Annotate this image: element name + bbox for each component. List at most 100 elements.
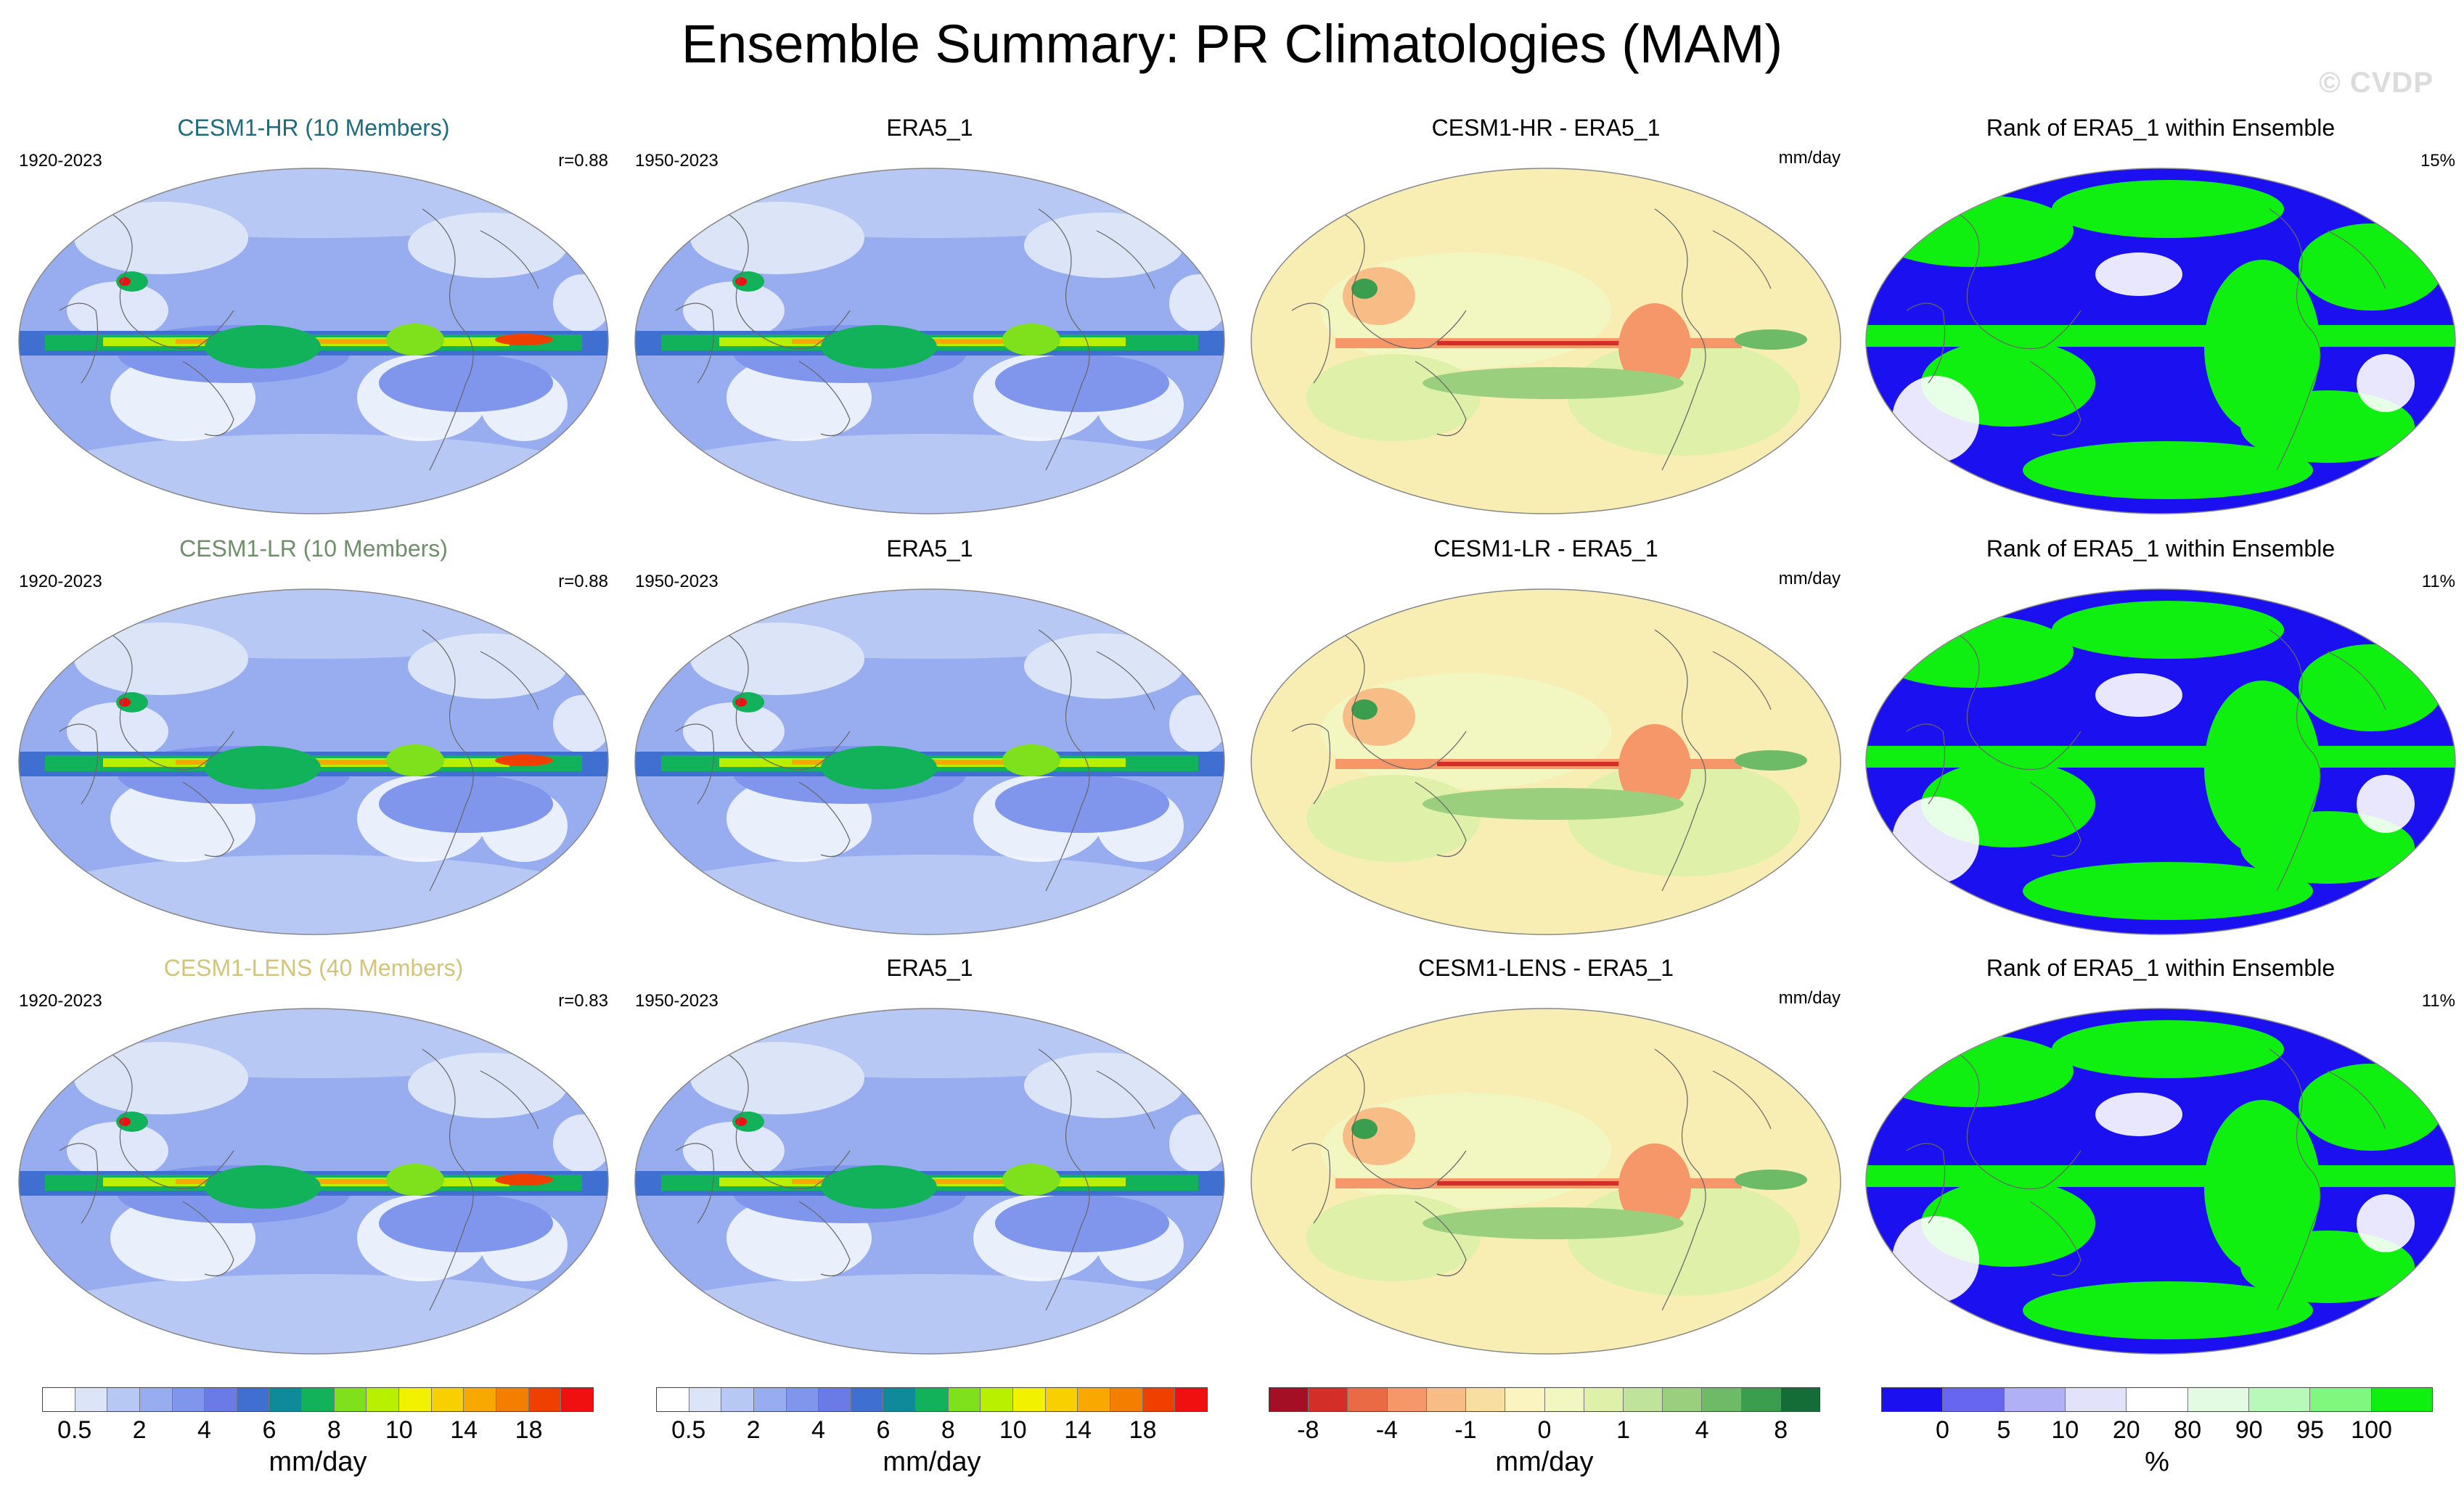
global-map xyxy=(1248,165,1843,517)
panel-diff-row2: CESM1-LR - ERA5_1 mm/day xyxy=(1238,535,1854,942)
units-label: mm/day xyxy=(1778,569,1841,588)
panel-title: CESM1-HR - ERA5_1 xyxy=(1431,115,1661,141)
colorbar-box xyxy=(302,1388,335,1411)
colorbar-tick-label: 4 xyxy=(197,1416,211,1444)
panel-title: Rank of ERA5_1 within Ensemble xyxy=(1986,955,2336,981)
colorbar-tick-label: 1 xyxy=(1616,1416,1631,1444)
colorbar-tick-label: 8 xyxy=(327,1416,341,1444)
colorbar-box xyxy=(139,1388,173,1411)
global-map xyxy=(1248,1006,1843,1357)
colorbar-tick-label: 8 xyxy=(1774,1416,1788,1444)
rank-percent: 11% xyxy=(2421,991,2455,1011)
rank-percent: 11% xyxy=(2421,572,2455,591)
colorbar-box xyxy=(1466,1388,1506,1411)
colorbar-tick-label: 0.5 xyxy=(671,1416,706,1444)
colorbar-box xyxy=(819,1388,851,1411)
colorbar-units: mm/day xyxy=(883,1447,981,1477)
colorbar-box xyxy=(1505,1388,1545,1411)
colorbar-box xyxy=(172,1388,205,1411)
colorbar-box xyxy=(1741,1388,1781,1411)
colorbar-tick-label: 0 xyxy=(1935,1416,1949,1444)
panel-title: CESM1-LENS - ERA5_1 xyxy=(1417,955,1674,981)
colorbar-box xyxy=(367,1388,400,1411)
panel-model-row1: CESM1-HR (10 Members) 1920-2023 r=0.88 xyxy=(6,115,621,521)
colorbar-tick-label: 0 xyxy=(1537,1416,1552,1444)
colorbar-box xyxy=(528,1388,562,1411)
colorbar-box xyxy=(269,1388,303,1411)
pattern-correlation: r=0.83 xyxy=(558,991,608,1011)
colorbar-tick-label: 14 xyxy=(1064,1416,1092,1444)
colorbar-box xyxy=(1142,1388,1176,1411)
colorbar-tick-label: 80 xyxy=(2174,1416,2202,1444)
colorbar-tick-label: 6 xyxy=(262,1416,277,1444)
colorbar-box xyxy=(561,1388,593,1411)
colorbar-box xyxy=(1013,1388,1046,1411)
panel-diff-row3: CESM1-LENS - ERA5_1 mm/day xyxy=(1238,955,1854,1361)
colorbar-box xyxy=(753,1388,787,1411)
global-map xyxy=(1863,165,2458,517)
colorbar-box xyxy=(2004,1388,2066,1411)
colorbar-tick-label: 18 xyxy=(1129,1416,1157,1444)
global-map xyxy=(1863,1006,2458,1357)
precip-colorbar-left: 0.5 2 4 6 8 10 14 18 mm/day xyxy=(42,1387,594,1482)
panel-title: CESM1-LENS (40 Members) xyxy=(163,955,464,981)
panel-title: Rank of ERA5_1 within Ensemble xyxy=(1986,535,2336,562)
global-map xyxy=(632,1006,1227,1357)
year-range: 1920-2023 xyxy=(19,991,102,1011)
colorbar-box xyxy=(1309,1388,1348,1411)
precip-colorbar-right: 0.5 2 4 6 8 10 14 18 mm/day xyxy=(656,1387,1208,1482)
colorbar-box xyxy=(2065,1388,2127,1411)
colorbar-box xyxy=(916,1388,949,1411)
global-map xyxy=(632,586,1227,938)
colorbar-box xyxy=(1882,1388,1944,1411)
colorbar-box xyxy=(2187,1388,2249,1411)
panel-obs-row1: ERA5_1 1950-2023 xyxy=(622,115,1237,521)
colorbar-tick-label: 6 xyxy=(876,1416,891,1444)
year-range: 1950-2023 xyxy=(635,151,719,171)
colorbar-box xyxy=(1078,1388,1110,1411)
panel-title: CESM1-HR (10 Members) xyxy=(177,115,450,141)
colorbar-box xyxy=(1110,1388,1143,1411)
colorbar-box xyxy=(689,1388,722,1411)
colorbar-box xyxy=(464,1388,496,1411)
colorbar-box xyxy=(721,1388,754,1411)
colorbar-box xyxy=(2248,1388,2311,1411)
colorbar-box xyxy=(43,1388,75,1411)
panel-title: ERA5_1 xyxy=(886,535,973,562)
panel-rank-row3: Rank of ERA5_1 within Ensemble 11% xyxy=(1853,955,2464,1361)
colorbar-tick-label: 10 xyxy=(385,1416,413,1444)
colorbar-box xyxy=(1663,1388,1703,1411)
colorbar-box xyxy=(1426,1388,1467,1411)
colorbar-box xyxy=(334,1388,367,1411)
colorbar-tick-label: 4 xyxy=(1695,1416,1709,1444)
panel-obs-row2: ERA5_1 1950-2023 xyxy=(622,535,1237,942)
colorbar-tick-label: -8 xyxy=(1297,1416,1319,1444)
colorbar-box xyxy=(1175,1388,1207,1411)
units-label: mm/day xyxy=(1778,988,1841,1008)
colorbar-tick-label: 10 xyxy=(2051,1416,2079,1444)
panel-title: CESM1-LR - ERA5_1 xyxy=(1433,535,1658,562)
colorbar-tick-label: 5 xyxy=(1997,1416,2011,1444)
colorbar-box xyxy=(851,1388,884,1411)
colorbar-tick-label: -1 xyxy=(1454,1416,1477,1444)
colorbar-tick-label: 18 xyxy=(515,1416,543,1444)
colorbar-box xyxy=(399,1388,432,1411)
global-map xyxy=(16,1006,611,1357)
colorbar-box xyxy=(786,1388,819,1411)
year-range: 1920-2023 xyxy=(19,151,102,171)
pattern-correlation: r=0.88 xyxy=(558,151,608,171)
panel-model-row3: CESM1-LENS (40 Members) 1920-2023 r=0.83 xyxy=(6,955,621,1361)
panel-rank-row2: Rank of ERA5_1 within Ensemble 11% xyxy=(1853,535,2464,942)
colorbar-box xyxy=(657,1388,689,1411)
colorbar-box xyxy=(1623,1388,1663,1411)
global-map xyxy=(632,165,1227,517)
colorbar-tick-label: -4 xyxy=(1375,1416,1398,1444)
colorbar-units: % xyxy=(2145,1447,2169,1477)
colorbar-box xyxy=(1348,1388,1388,1411)
colorbar-box xyxy=(1387,1388,1427,1411)
global-map xyxy=(1248,586,1843,938)
colorbar-units: mm/day xyxy=(269,1447,367,1477)
colorbar-box xyxy=(948,1388,981,1411)
colorbar-tick-label: 2 xyxy=(132,1416,147,1444)
global-map xyxy=(1863,586,2458,938)
